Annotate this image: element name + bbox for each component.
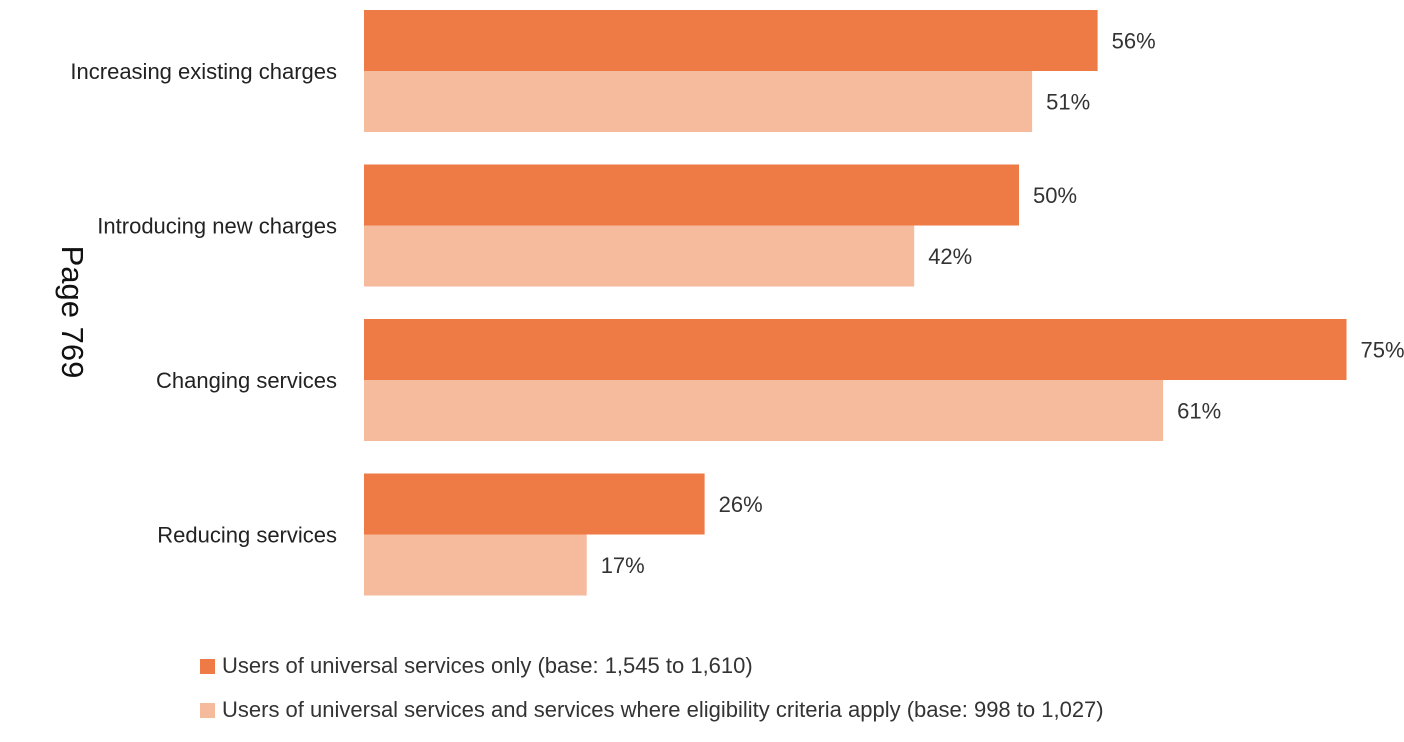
bar-series-2: [364, 226, 914, 287]
legend-item-series-2: Users of universal services and services…: [200, 698, 1104, 722]
legend-item-series-1: Users of universal services only (base: …: [200, 654, 1104, 678]
data-label: 75%: [1361, 338, 1404, 363]
bar-series-1: [364, 474, 705, 535]
data-label: 61%: [1177, 399, 1221, 424]
category-label: Reducing services: [157, 523, 337, 548]
bar-series-1: [364, 10, 1098, 71]
category-label: Introducing new charges: [97, 214, 337, 239]
legend-label-series-2: Users of universal services and services…: [222, 697, 1104, 723]
data-label: 42%: [928, 244, 972, 269]
data-label: 17%: [601, 553, 645, 578]
bar-series-2: [364, 535, 587, 596]
bar-series-1: [364, 165, 1019, 226]
data-label: 26%: [719, 492, 763, 517]
legend-label-series-1: Users of universal services only (base: …: [222, 653, 753, 679]
bar-series-2: [364, 71, 1032, 132]
legend-swatch-series-1: [200, 659, 215, 674]
data-label: 51%: [1046, 90, 1090, 115]
legend-swatch-series-2: [200, 703, 215, 718]
page-number-stamp: Page 769: [54, 246, 90, 379]
category-label: Changing services: [156, 368, 337, 393]
category-label: Increasing existing charges: [70, 59, 337, 84]
bar-series-2: [364, 380, 1163, 441]
bar-series-1: [364, 319, 1347, 380]
data-label: 56%: [1112, 29, 1156, 54]
data-label: 50%: [1033, 183, 1077, 208]
chart-legend: Users of universal services only (base: …: [200, 654, 1104, 742]
